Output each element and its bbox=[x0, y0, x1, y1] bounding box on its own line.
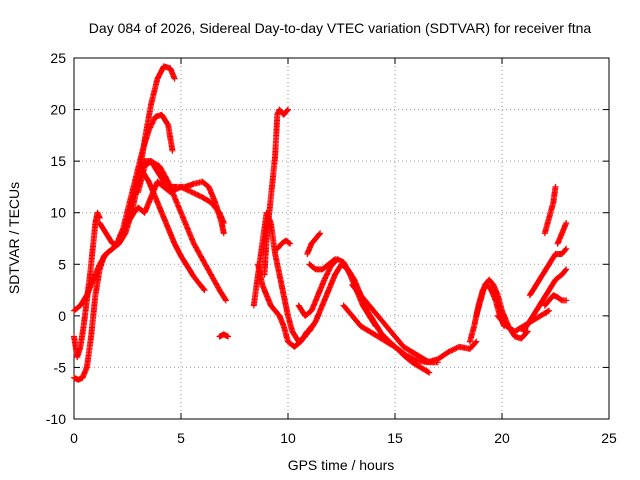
y-tick-label: 0 bbox=[58, 308, 66, 324]
data-series-arc-24 bbox=[526, 245, 570, 299]
data-points bbox=[71, 63, 570, 383]
data-series-arc-19 bbox=[381, 333, 480, 366]
plot-frame bbox=[73, 57, 610, 420]
y-tick-label: 5 bbox=[58, 256, 66, 272]
data-series-arc-10 bbox=[250, 209, 315, 345]
data-series-arc-07 bbox=[139, 168, 208, 294]
y-tick-label: 20 bbox=[50, 102, 66, 118]
grid-lines bbox=[74, 58, 609, 419]
y-tick-label: -10 bbox=[46, 411, 66, 427]
data-series-arc-23 bbox=[520, 266, 570, 335]
data-series-arc-16 bbox=[304, 230, 324, 257]
data-series-arc-27 bbox=[554, 220, 570, 247]
data-series-arc-12 bbox=[274, 237, 294, 252]
data-series-arc-11 bbox=[255, 261, 311, 350]
x-tick-label: 5 bbox=[177, 430, 185, 446]
data-series-arc-25 bbox=[541, 292, 570, 309]
data-series-arc-02 bbox=[71, 111, 176, 383]
x-tick-label: 25 bbox=[601, 430, 617, 446]
y-tick-label: 25 bbox=[50, 50, 66, 66]
y-tick-label: 15 bbox=[50, 153, 66, 169]
data-series-arc-03 bbox=[71, 209, 103, 361]
y-tick-label: -5 bbox=[54, 359, 67, 375]
x-tick-label: 0 bbox=[70, 430, 78, 446]
y-axis-label: SDTVAR / TECUs bbox=[6, 182, 22, 294]
x-tick-label: 15 bbox=[387, 430, 403, 446]
chart-title: Day 084 of 2026, Sidereal Day-to-day VTE… bbox=[89, 20, 592, 36]
axis-ticks: 0 5 10 15 20 25 -10 -5 0 5 10 15 20 25 bbox=[46, 50, 617, 446]
x-tick-label: 10 bbox=[280, 430, 296, 446]
data-series-arc-15 bbox=[306, 256, 339, 273]
y-tick-label: 10 bbox=[50, 205, 66, 221]
data-series-arc-08 bbox=[216, 331, 232, 340]
x-tick-label: 20 bbox=[494, 430, 510, 446]
x-axis-label: GPS time / hours bbox=[288, 457, 395, 473]
data-series-arc-26 bbox=[541, 183, 559, 237]
